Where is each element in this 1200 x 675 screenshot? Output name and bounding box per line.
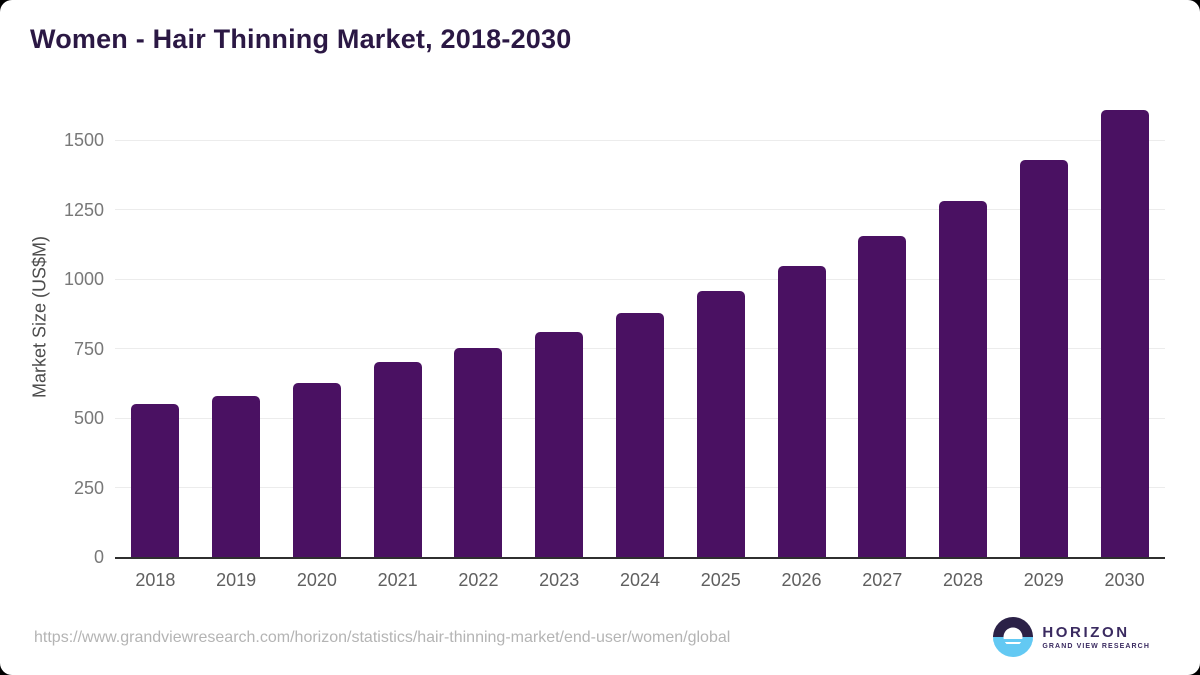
bar-2029 <box>1019 160 1068 557</box>
logo-text-block: HORIZON GRAND VIEW RESEARCH <box>1042 624 1150 650</box>
bar-2027 <box>858 236 907 557</box>
y-tick-label-1500: 1500 <box>63 130 104 150</box>
x-tick-label-2024: 2024 <box>619 570 660 590</box>
y-axis-title: Market Size (US$M) <box>29 235 50 399</box>
bar-2020 <box>292 382 341 557</box>
x-tick-label-2020: 2020 <box>296 570 337 590</box>
gridline-1250 <box>115 209 1165 210</box>
x-tick-label-2021: 2021 <box>377 570 418 590</box>
y-tick-label-0: 0 <box>93 547 104 567</box>
bar-2026 <box>777 266 826 557</box>
y-tick-label-1000: 1000 <box>63 269 104 289</box>
y-tick-label-500: 500 <box>73 408 104 428</box>
gridline-1000 <box>115 278 1165 280</box>
x-tick-label-2027: 2027 <box>862 570 903 590</box>
bar-2024 <box>615 313 664 557</box>
y-tick-label-250: 250 <box>73 477 104 498</box>
bar-2028 <box>939 201 988 557</box>
plot-area: 0 250 500 750 1000 1250 1500 <box>64 110 1165 566</box>
gridline-1500 <box>115 139 1165 141</box>
x-tick-label-2023: 2023 <box>539 570 580 590</box>
sun-reflection-stripe <box>993 639 1034 642</box>
x-tick-label-2026: 2026 <box>781 570 822 590</box>
x-tick-label-2030: 2030 <box>1104 570 1145 590</box>
bar-2030 <box>1100 110 1149 557</box>
x-tick-label-2018: 2018 <box>135 570 176 590</box>
x-tick-label-2029: 2029 <box>1023 570 1064 590</box>
x-tick-label-2022: 2022 <box>458 570 499 590</box>
bar-2018 <box>131 404 180 557</box>
horizon-logo: HORIZON GRAND VIEW RESEARCH <box>993 617 1150 657</box>
bar-2025 <box>696 291 745 557</box>
horizon-logo-icon <box>993 617 1034 657</box>
bar-2019 <box>212 396 261 557</box>
x-tick-label-2019: 2019 <box>216 570 257 590</box>
logo-subtext: GRAND VIEW RESEARCH <box>1042 643 1150 650</box>
y-tick-label-750: 750 <box>73 338 104 359</box>
sun-reflection-stripe <box>993 644 1034 647</box>
bars-layer <box>115 110 1165 557</box>
chart-title: Women - Hair Thinning Market, 2018-2030 <box>30 24 572 54</box>
sun-icon <box>1003 627 1023 647</box>
y-tick-label-1250: 1250 <box>63 199 104 220</box>
x-tick-label-2028: 2028 <box>943 570 984 590</box>
bar-2021 <box>373 361 422 557</box>
x-tick-label-2025: 2025 <box>700 570 741 590</box>
bar-2023 <box>535 331 584 557</box>
bar-2022 <box>454 347 503 557</box>
logo-brand-text: HORIZON <box>1042 624 1130 641</box>
x-axis-labels: 2018 2019 2020 2021 2022 2023 2024 2025 2026 2027… <box>115 570 1165 591</box>
source-url: https://www.grandviewresearch.com/horizo… <box>34 629 731 646</box>
